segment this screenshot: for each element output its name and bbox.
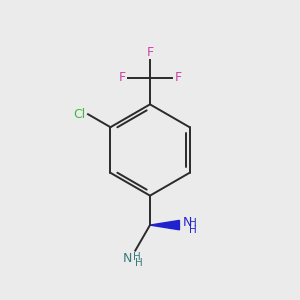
Text: F: F	[118, 71, 126, 84]
Text: Cl: Cl	[74, 108, 86, 121]
Text: H: H	[190, 225, 197, 236]
Text: N: N	[183, 216, 192, 229]
Text: H: H	[190, 218, 197, 228]
Text: H: H	[133, 252, 141, 262]
Polygon shape	[150, 220, 179, 230]
Text: H: H	[135, 258, 143, 268]
Text: F: F	[174, 71, 182, 84]
Text: F: F	[146, 46, 154, 59]
Text: N: N	[123, 252, 132, 265]
